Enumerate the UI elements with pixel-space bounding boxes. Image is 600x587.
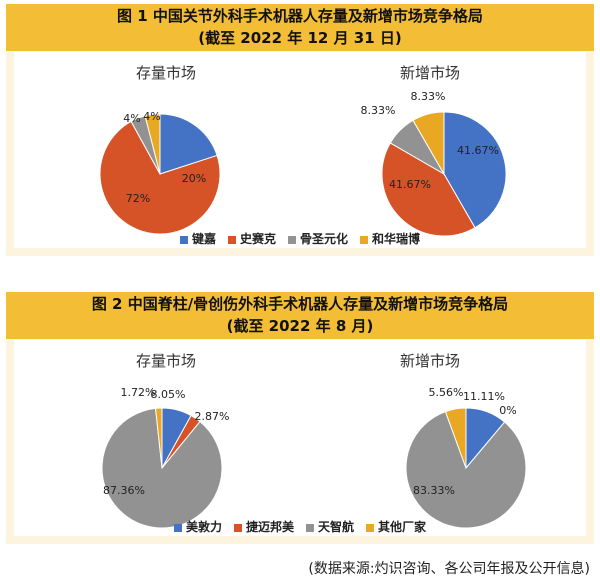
figure-1-header: 图 1 中国关节外科手术机器人存量及新增市场竞争格局 (截至 2022 年 12…	[6, 4, 594, 51]
figure-1-legend: 键嘉 史赛克 骨圣元化 和华瑞博	[14, 230, 586, 247]
pie-data-label: 4%	[123, 112, 140, 125]
legend-item: 其他厂家	[366, 518, 426, 535]
legend-item: 键嘉	[179, 230, 216, 247]
figure-1-subtitle: (截至 2022 年 12 月 31 日)	[198, 29, 402, 47]
pie-data-label: 72%	[126, 192, 150, 205]
legend-label: 天智航	[318, 520, 355, 534]
legend-label: 骨圣元化	[300, 232, 349, 246]
legend-swatch	[360, 235, 369, 244]
data-source-note: (数据来源:灼识咨询、各公司年报及公开信息)	[308, 561, 590, 577]
legend-label: 和华瑞博	[372, 232, 421, 246]
pie-2-chart: 8.05% 2.87% 87.36% 1.72% 11.11%0% 83.33% 5.56%	[101, 386, 527, 529]
figure-2-panel: 图 2 中国脊柱/骨创伤外科手术机器人存量及新增市场竞争格局 (截至 2022 …	[6, 292, 594, 544]
pie-slice-2-1	[443, 111, 507, 229]
figure-1-title: 图 1 中国关节外科手术机器人存量及新增市场竞争格局	[117, 7, 483, 25]
pie-data-label: 1.72%	[121, 386, 156, 399]
legend-swatch	[173, 523, 182, 532]
pie-data-label: 83.33%	[413, 484, 455, 497]
pie-slice-1-2	[99, 120, 221, 235]
legend-label: 捷迈邦美	[245, 520, 294, 534]
legend-label: 美敦力	[185, 520, 222, 534]
pie-slice-1-4	[144, 113, 161, 175]
pie-data-label: 20%	[182, 172, 206, 185]
legend-label: 史赛克	[239, 232, 276, 246]
pie-data-label: 8.33%	[361, 104, 396, 117]
legend-item: 天智航	[306, 518, 354, 535]
pie-slice-1-1	[159, 113, 218, 175]
pie-1-title: 存量市场	[135, 64, 196, 82]
pie-slice-2-4	[412, 111, 445, 176]
pie-2-title: 新增市场	[399, 64, 460, 82]
pie-slice-3-3	[101, 407, 223, 529]
legend-swatch	[233, 523, 242, 532]
figure-2-legend: 美敦力 捷迈邦美 天智航 其他厂家	[14, 518, 586, 535]
pie-data-label: 0%	[499, 404, 516, 417]
pie-data-label: 2.87%	[195, 410, 230, 423]
pie-data-label: 8.33%	[411, 90, 446, 103]
legend-item: 史赛克	[227, 230, 276, 247]
legend-item: 骨圣元化	[288, 230, 348, 247]
legend-label: 键嘉	[191, 232, 216, 246]
figure-1-plot-area: 存量市场 新增市场 20% 72% 4% 4% 41.67% 41.67% 8.33% 8.3…	[14, 52, 586, 248]
pie-data-label: 4%	[143, 110, 160, 123]
legend-item: 和华瑞博	[360, 230, 420, 247]
legend-item: 美敦力	[173, 518, 222, 535]
legend-swatch	[179, 235, 188, 244]
figure-2-subtitle: (截至 2022 年 8 月)	[226, 317, 374, 335]
pie-data-label: 11.11%	[463, 390, 505, 403]
legend-swatch	[288, 235, 296, 244]
pie-data-label: 41.67%	[389, 178, 431, 191]
pie-slice-2-2	[381, 142, 476, 237]
figure-2-plot-area: 存量市场 新增市场 8.05% 2.87% 87.36% 1.72% 11.11% 0% 8…	[14, 340, 586, 536]
figure-2-header: 图 2 中国脊柱/骨创伤外科手术机器人存量及新增市场竞争格局 (截至 2022 …	[6, 292, 594, 339]
legend-label: 其他厂家	[378, 520, 427, 534]
pie-slice-3-4	[154, 407, 163, 469]
legend-swatch	[227, 235, 236, 244]
legend-swatch	[366, 523, 375, 532]
pie-data-label: 5.56%	[429, 386, 464, 399]
figure-1-panel: 图 1 中国关节外科手术机器人存量及新增市场竞争格局 (截至 2022 年 12…	[6, 4, 594, 256]
pie-1-chart: 20% 72% 4% 4% 41.67% 41.67% 8.33% 8.33%	[99, 90, 507, 237]
pie-data-label: 8.05%	[151, 388, 186, 401]
legend-swatch	[306, 523, 314, 532]
pie-4-title: 新增市场	[399, 352, 460, 370]
pie-slice-4-3	[405, 410, 527, 529]
figure-2-title: 图 2 中国脊柱/骨创伤外科手术机器人存量及新增市场竞争格局	[91, 295, 509, 313]
pie-3-title: 存量市场	[135, 352, 196, 370]
pie-data-label: 87.36%	[103, 484, 145, 497]
legend-item: 捷迈邦美	[233, 518, 294, 535]
pie-data-label: 41.67%	[457, 144, 499, 157]
pie-slice-4-4	[444, 407, 467, 469]
